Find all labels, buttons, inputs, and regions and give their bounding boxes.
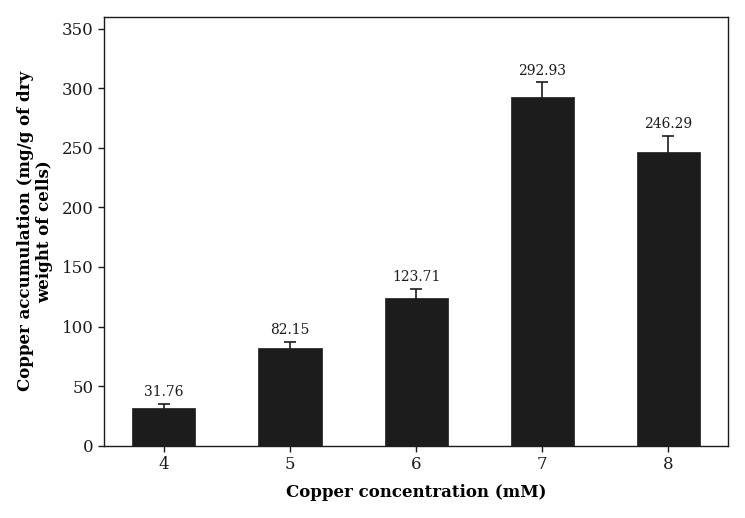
Text: 123.71: 123.71 [392,270,440,284]
Bar [133,408,195,446]
X-axis label: Copper concentration (mM): Copper concentration (mM) [286,484,546,501]
Bar [511,97,574,446]
Text: 82.15: 82.15 [270,323,310,337]
Bar [384,298,448,446]
Y-axis label: Copper accumulation (mg/g of dry
weight of cells): Copper accumulation (mg/g of dry weight … [16,71,53,391]
Text: 31.76: 31.76 [144,385,183,399]
Text: 292.93: 292.93 [519,64,566,78]
Bar [259,348,322,446]
Bar [637,152,700,446]
Text: 246.29: 246.29 [644,117,692,131]
